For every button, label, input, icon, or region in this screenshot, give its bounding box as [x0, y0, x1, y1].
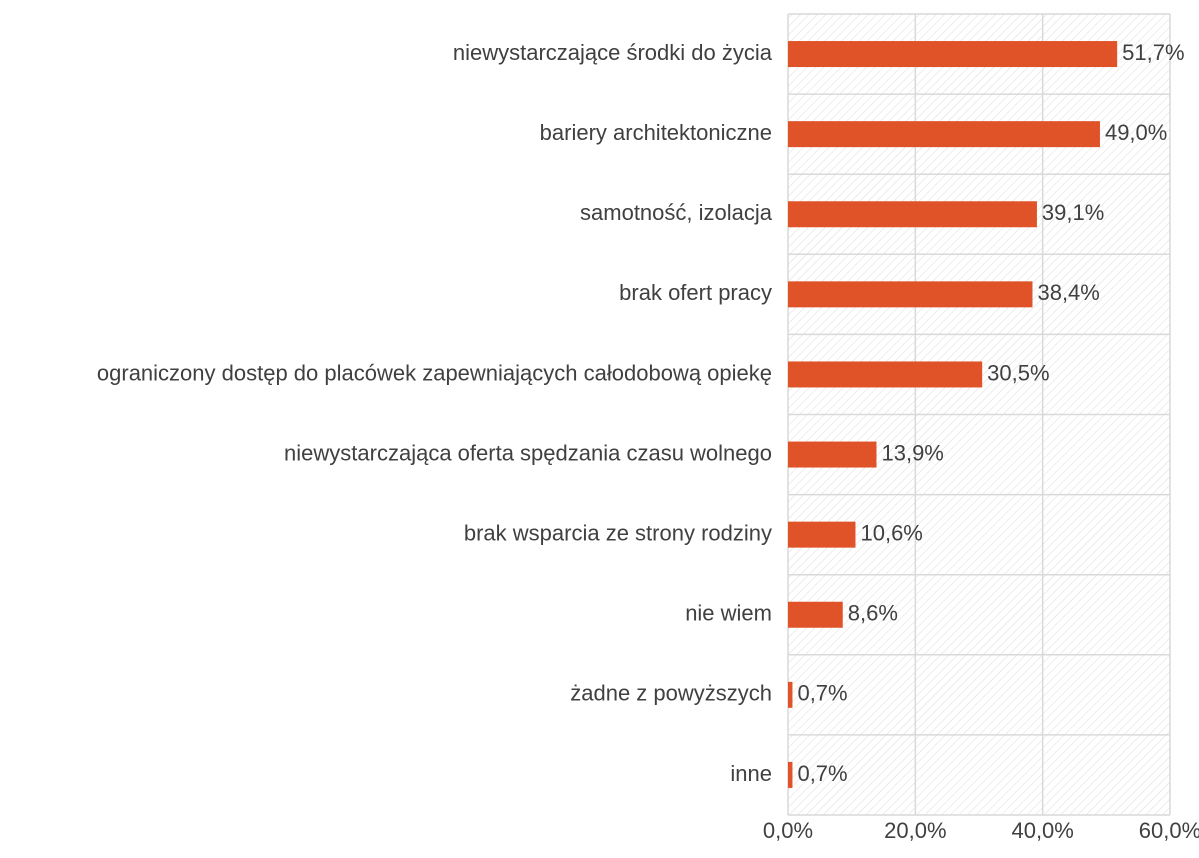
data-label: 0,7% [797, 681, 847, 706]
data-label: 39,1% [1042, 200, 1104, 225]
bar [788, 441, 877, 468]
data-label: 49,0% [1105, 120, 1167, 145]
bar [788, 681, 793, 708]
bar [788, 601, 843, 628]
category-label: brak ofert pracy [619, 280, 772, 305]
x-tick-label: 20,0% [884, 818, 946, 843]
category-label: ograniczony dostęp do placówek zapewniaj… [97, 360, 772, 385]
category-label: niewystarczające środki do życia [453, 40, 773, 65]
data-label: 10,6% [860, 520, 922, 545]
bar [788, 201, 1037, 228]
bar [788, 41, 1118, 68]
category-label: żadne z powyższych [570, 681, 772, 706]
bar [788, 281, 1033, 308]
bar [788, 121, 1100, 148]
data-label: 0,7% [797, 761, 847, 786]
x-tick-label: 40,0% [1011, 818, 1073, 843]
bar [788, 761, 793, 788]
bar [788, 361, 983, 388]
category-label: bariery architektoniczne [540, 120, 772, 145]
category-label: niewystarczająca oferta spędzania czasu … [284, 440, 772, 465]
data-label: 38,4% [1037, 280, 1099, 305]
data-label: 8,6% [848, 601, 898, 626]
x-tick-label: 60,0% [1139, 818, 1199, 843]
data-label: 51,7% [1122, 40, 1184, 65]
category-label: inne [730, 761, 772, 786]
x-tick-label: 0,0% [763, 818, 813, 843]
data-label: 13,9% [881, 440, 943, 465]
data-label: 30,5% [987, 360, 1049, 385]
category-label: brak wsparcia ze strony rodziny [464, 520, 772, 545]
category-label: nie wiem [685, 601, 772, 626]
bar [788, 521, 856, 548]
category-label: samotność, izolacja [580, 200, 773, 225]
